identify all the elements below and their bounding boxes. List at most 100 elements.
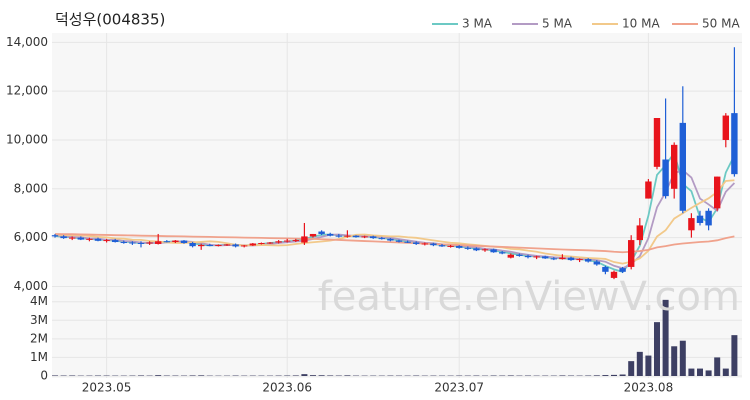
volume-tick-label: 2M xyxy=(30,331,48,345)
candle-body xyxy=(146,242,153,244)
candle-body xyxy=(180,240,188,243)
candle-body xyxy=(490,249,497,253)
candle-body xyxy=(671,144,678,189)
volume-bar xyxy=(52,375,58,376)
candle-body xyxy=(172,240,179,243)
candle-body xyxy=(507,254,514,258)
volume-bar xyxy=(714,357,721,376)
x-tick-label: 2023.06 xyxy=(262,381,312,395)
candle-body xyxy=(387,238,394,241)
candle-body xyxy=(309,233,317,237)
candle-body xyxy=(232,244,239,247)
candle-body xyxy=(155,241,162,244)
volume-bar xyxy=(189,375,196,376)
volume-bar xyxy=(611,374,617,376)
candle-body xyxy=(344,235,351,237)
legend-label: 3 MA xyxy=(462,17,493,31)
candle-body xyxy=(258,243,265,244)
candle-body xyxy=(275,241,282,243)
candle-body xyxy=(610,271,618,278)
candle-body xyxy=(137,243,145,244)
volume-bar xyxy=(731,335,738,376)
candle-body xyxy=(86,238,93,240)
candle-body xyxy=(421,243,428,245)
candle-body xyxy=(266,242,274,244)
volume-bar xyxy=(310,375,316,376)
candle-body xyxy=(69,237,76,239)
volume-tick-label: 3M xyxy=(30,313,48,327)
candle-body xyxy=(679,122,686,211)
candle-body xyxy=(223,244,231,246)
candle-body xyxy=(602,266,609,272)
legend-label: 5 MA xyxy=(542,17,573,31)
ma-line xyxy=(54,233,735,254)
volume-bar xyxy=(671,346,678,376)
volume-bar xyxy=(636,351,643,376)
x-tick-label: 2023.05 xyxy=(82,381,132,395)
watermark: feature.enViewV.com xyxy=(318,274,740,320)
candle-body xyxy=(198,244,205,247)
candle-body xyxy=(481,249,489,251)
candle-body xyxy=(189,243,196,247)
candle-body xyxy=(292,240,299,242)
legend-label: 10 MA xyxy=(622,17,660,31)
candle-body xyxy=(206,244,213,246)
candle-body xyxy=(473,248,480,251)
volume-bar xyxy=(507,375,514,376)
volume-bar xyxy=(688,368,695,376)
candle-body xyxy=(438,245,446,247)
candle-body xyxy=(129,242,136,244)
candle-body xyxy=(395,240,403,242)
volume-bar xyxy=(69,375,76,376)
candle-body xyxy=(361,236,368,238)
candle-body xyxy=(301,236,308,243)
candle-body xyxy=(370,236,377,239)
candle-body xyxy=(722,115,729,140)
candle-body xyxy=(120,242,127,244)
volume-bar xyxy=(662,299,669,376)
y-tick-label: 14,000 xyxy=(6,35,48,49)
volume-bar xyxy=(602,375,609,376)
candle-body xyxy=(576,259,583,261)
candle-body xyxy=(559,257,566,260)
legend-label: 50 MA xyxy=(702,17,740,31)
candle-body xyxy=(645,181,652,199)
volume-bar xyxy=(654,322,660,376)
volume-bar xyxy=(344,375,351,376)
chart-title: 덕성우(004835) xyxy=(55,11,165,29)
candle-body xyxy=(688,218,695,231)
candle-body xyxy=(456,245,463,248)
candle-body xyxy=(585,259,592,262)
candle-body xyxy=(51,235,59,237)
candle-body xyxy=(696,215,704,223)
candle-body xyxy=(447,245,454,247)
candle-body xyxy=(94,238,102,241)
volume-tick-label: 1M xyxy=(30,350,48,364)
candle-body xyxy=(593,261,600,265)
volume-bar xyxy=(327,375,334,376)
x-tick-label: 2023.08 xyxy=(624,381,674,395)
volume-bar xyxy=(722,368,729,376)
candle-body xyxy=(249,243,256,246)
volume-bar xyxy=(155,375,162,376)
candle-body xyxy=(653,118,661,167)
candle-body xyxy=(318,231,325,234)
ma-line xyxy=(54,179,735,265)
candle-body xyxy=(542,256,549,259)
candle-body xyxy=(241,245,248,247)
candle-body xyxy=(335,235,342,237)
volume-bar xyxy=(697,368,703,376)
candle-body xyxy=(662,159,669,197)
candle-body xyxy=(636,225,643,241)
volume-bar xyxy=(705,370,712,376)
candle-body xyxy=(705,210,712,226)
y-tick-label: 6,000 xyxy=(14,230,48,244)
candle-body xyxy=(284,240,291,242)
candle-body xyxy=(524,255,532,258)
candle-body xyxy=(550,258,557,260)
candle-body xyxy=(567,257,575,261)
candle-body xyxy=(413,242,420,244)
volume-bar xyxy=(619,374,626,376)
candle-body xyxy=(378,238,385,240)
candle-body xyxy=(163,241,170,243)
